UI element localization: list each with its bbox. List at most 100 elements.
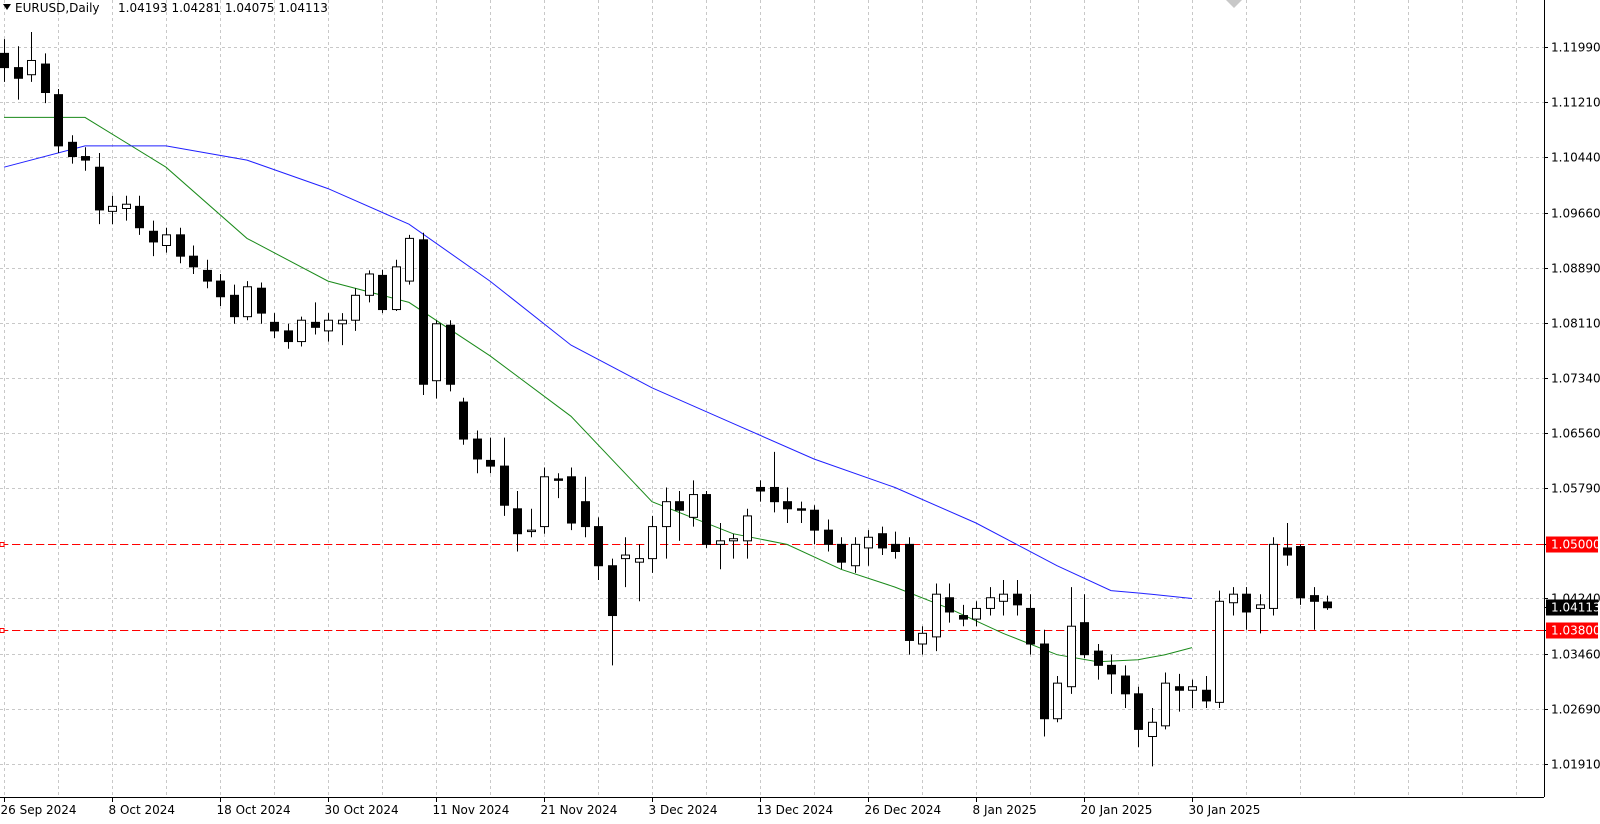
candle-body [270, 321, 279, 332]
candle-body [567, 476, 576, 524]
level-price-tag [1546, 622, 1598, 639]
candle-body [338, 319, 347, 325]
candle-body [284, 330, 293, 343]
candle-body [1323, 601, 1332, 609]
moving-average-line [3, 145, 1193, 599]
price-label: 1.02690 [1551, 703, 1600, 717]
candle-body [891, 543, 900, 552]
candle [891, 531, 900, 559]
candle-body [68, 141, 77, 158]
candle [135, 195, 144, 235]
candle [68, 135, 77, 164]
candle [14, 46, 23, 100]
candle [743, 508, 752, 559]
candle-body [176, 234, 185, 257]
candle [1094, 644, 1103, 680]
candle [1013, 579, 1022, 616]
candle [149, 220, 158, 257]
candle [513, 491, 522, 552]
candle-body [689, 494, 698, 518]
date-label: 3 Dec 2024 [649, 803, 718, 817]
candle-body [135, 205, 144, 229]
price-label: 1.07340 [1551, 372, 1600, 386]
candle-body [95, 166, 104, 211]
candle-body [311, 321, 320, 328]
candle [675, 491, 684, 541]
candle [432, 320, 441, 399]
candle [338, 313, 347, 346]
candle-body [1283, 547, 1292, 556]
collapse-triangle-icon[interactable] [3, 4, 11, 10]
price-label: 1.11990 [1551, 41, 1600, 55]
candle-body [405, 237, 414, 282]
candle-body [851, 543, 860, 567]
candle-body [216, 280, 225, 298]
candle-body [0, 52, 9, 69]
candle-body [27, 59, 36, 76]
date-label: 13 Dec 2024 [757, 803, 834, 817]
candle-body [297, 319, 306, 343]
candle-body [1310, 595, 1319, 602]
candle [783, 487, 792, 524]
candle-body [594, 526, 603, 567]
candle-body [756, 486, 765, 492]
candle [365, 270, 374, 303]
candle-body [770, 486, 779, 503]
date-label: 8 Oct 2024 [109, 803, 176, 817]
candlesticks [0, 32, 1332, 767]
chart-shift-marker-icon[interactable] [1226, 0, 1242, 8]
candle-body [837, 543, 846, 563]
candle [270, 313, 279, 339]
candle [54, 88, 63, 153]
candle-body [878, 533, 887, 549]
candle-body [108, 205, 117, 212]
candle-body [999, 593, 1008, 602]
candle [729, 533, 738, 559]
candle [648, 515, 657, 573]
time-axis: 26 Sep 2024 8 Oct 2024 18 Oct 2024 30 Oct 2… [1, 797, 1260, 817]
candle [230, 284, 239, 324]
candle [824, 519, 833, 552]
candle [527, 508, 536, 538]
last-price-label: 1.04113 [1551, 601, 1600, 615]
candle-body [419, 239, 428, 385]
candle [405, 234, 414, 285]
candle [878, 526, 887, 556]
candle-body [540, 476, 549, 528]
candle [621, 537, 630, 588]
candle-body [243, 286, 252, 318]
candle-body [189, 255, 198, 268]
candle [1107, 654, 1116, 694]
candle [1323, 595, 1332, 610]
candle-body [459, 401, 468, 440]
candle [297, 316, 306, 347]
date-label: 26 Sep 2024 [1, 803, 77, 817]
candle-body [81, 156, 90, 161]
candle-body [824, 529, 833, 545]
candle [1053, 676, 1062, 723]
candle [392, 259, 401, 311]
date-label: 11 Nov 2024 [433, 803, 510, 817]
candle-body [1134, 693, 1143, 730]
candle [216, 273, 225, 306]
grid [0, 0, 1544, 797]
candle-body [1013, 593, 1022, 606]
header-symbol: EURUSD,Daily [15, 1, 100, 15]
candle [1202, 676, 1211, 709]
candle-body [1040, 643, 1049, 720]
candle-body [905, 543, 914, 641]
candle [243, 281, 252, 321]
candle [473, 430, 482, 474]
candle [1121, 665, 1130, 709]
candle [770, 451, 779, 513]
candle [581, 476, 590, 538]
price-label: 1.01910 [1551, 758, 1600, 772]
candle [108, 195, 117, 225]
candle [419, 232, 428, 395]
candle [284, 323, 293, 349]
candle [189, 245, 198, 274]
date-label: 8 Jan 2025 [973, 803, 1037, 817]
